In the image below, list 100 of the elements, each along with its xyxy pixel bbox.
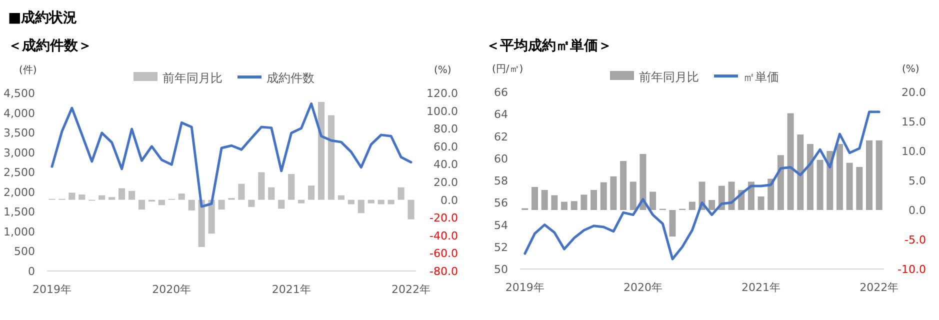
bar bbox=[368, 200, 374, 204]
bar bbox=[708, 200, 716, 210]
y-axis-title: (円/㎡) bbox=[492, 64, 524, 75]
bar bbox=[78, 194, 86, 200]
y-tick-label: 66 bbox=[494, 86, 508, 99]
bar bbox=[876, 140, 882, 210]
bar bbox=[748, 182, 754, 210]
y2-axis-title: (%) bbox=[902, 64, 920, 75]
bar bbox=[298, 200, 305, 204]
y2-tick-label: 80.0 bbox=[434, 122, 458, 136]
y2-tick-label: 5.0 bbox=[908, 174, 926, 188]
y-tick-label: 2,500 bbox=[4, 166, 35, 180]
y-tick-label: 52 bbox=[494, 240, 508, 254]
bar bbox=[688, 202, 696, 210]
y-tick-label: 1,000 bbox=[4, 225, 35, 238]
bar bbox=[68, 192, 76, 200]
line-series bbox=[524, 110, 880, 260]
legend-label: 成約件数 bbox=[266, 71, 314, 85]
bar bbox=[338, 195, 344, 200]
x-tick-label: 2020年 bbox=[623, 281, 662, 294]
bar bbox=[358, 200, 364, 214]
y-tick-label: 3,500 bbox=[4, 126, 35, 140]
bar bbox=[408, 200, 414, 220]
x-tick-label: 2022年 bbox=[392, 283, 431, 296]
bar bbox=[258, 172, 265, 200]
bar bbox=[318, 102, 325, 200]
bar bbox=[98, 195, 106, 200]
y2-tick-label: -60.0 bbox=[430, 247, 458, 260]
bar bbox=[398, 187, 404, 200]
chart-title: ＜平均成約㎡単価＞ bbox=[486, 38, 612, 54]
chart-title: ■成約状況 bbox=[8, 10, 78, 26]
y2-tick-label: -40.0 bbox=[430, 229, 458, 242]
bar bbox=[561, 202, 568, 210]
y-axis-title: (件) bbox=[19, 65, 37, 76]
bar bbox=[118, 188, 126, 200]
y2-tick-label: 20.0 bbox=[902, 86, 926, 99]
y-tick-label: 50 bbox=[494, 263, 508, 276]
bar bbox=[388, 200, 394, 204]
bar bbox=[348, 200, 354, 204]
y2-axis-title: (%) bbox=[434, 65, 452, 76]
y-tick-label: 4,000 bbox=[4, 106, 35, 120]
y-tick-label: 56 bbox=[494, 196, 508, 210]
bar bbox=[551, 195, 558, 210]
y2-tick-label: 100.0 bbox=[426, 104, 458, 118]
bar bbox=[218, 200, 225, 210]
x-tick-label: 2021年 bbox=[272, 283, 311, 296]
bar bbox=[308, 186, 315, 200]
y-tick-label: 4,500 bbox=[4, 87, 35, 100]
bar bbox=[238, 184, 245, 200]
bar bbox=[178, 194, 185, 200]
bar bbox=[620, 161, 627, 210]
bar bbox=[580, 194, 588, 210]
y2-tick-label: 15.0 bbox=[902, 116, 926, 128]
bar bbox=[328, 115, 335, 200]
bar bbox=[570, 201, 578, 210]
bar bbox=[797, 134, 804, 210]
bar bbox=[188, 200, 195, 210]
bar bbox=[758, 196, 764, 210]
y2-tick-label: -80.0 bbox=[430, 265, 458, 278]
x-tick-label: 2021年 bbox=[742, 281, 781, 294]
bar bbox=[866, 140, 872, 210]
line-series bbox=[50, 102, 412, 208]
bar bbox=[138, 200, 146, 210]
bar bbox=[248, 200, 255, 207]
y2-tick-label: 120.0 bbox=[426, 87, 458, 100]
y-tick-label: 60 bbox=[494, 152, 508, 166]
bar bbox=[630, 182, 636, 210]
x-tick-label: 2020年 bbox=[152, 283, 192, 296]
y-tick-label: 1,500 bbox=[4, 206, 35, 219]
y2-tick-label: 0.0 bbox=[908, 204, 926, 217]
bar bbox=[378, 200, 384, 204]
bar bbox=[640, 154, 646, 210]
bar bbox=[108, 197, 116, 200]
bar bbox=[268, 187, 275, 200]
y-tick-label: 62 bbox=[494, 130, 508, 144]
y-tick-label: 2,000 bbox=[4, 186, 35, 199]
y-tick-label: 3,000 bbox=[4, 146, 35, 160]
x-tick-label: 2022年 bbox=[860, 281, 899, 294]
legend-label: 前年同月比 bbox=[162, 71, 222, 85]
y-tick-label: 0 bbox=[28, 265, 35, 278]
bar bbox=[278, 200, 285, 209]
legend-label: 前年同月比 bbox=[639, 70, 699, 84]
y2-tick-label: 0.0 bbox=[440, 194, 458, 207]
y-tick-label: 64 bbox=[494, 108, 508, 122]
y2-tick-label: 40.0 bbox=[434, 158, 458, 172]
y2-tick-label: 10.0 bbox=[902, 145, 926, 158]
legend-label: ㎡単価 bbox=[743, 70, 779, 84]
bar bbox=[836, 144, 843, 210]
x-tick-label: 2019年 bbox=[505, 281, 544, 294]
y-tick-label: 58 bbox=[494, 174, 508, 188]
bar bbox=[777, 155, 784, 210]
bar bbox=[288, 174, 295, 200]
bar bbox=[198, 200, 205, 247]
bar bbox=[158, 200, 165, 206]
bar bbox=[806, 144, 814, 210]
chart-subtitle: ＜成約件数＞ bbox=[8, 38, 92, 54]
y2-tick-label: 20.0 bbox=[434, 176, 458, 189]
bar bbox=[846, 162, 853, 210]
x-tick-label: 2019年 bbox=[32, 283, 72, 296]
bar bbox=[787, 113, 794, 210]
